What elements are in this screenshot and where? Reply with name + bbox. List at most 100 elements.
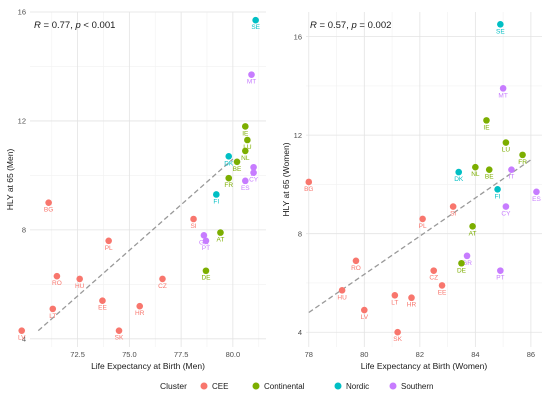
- point-label-si: SI: [190, 223, 196, 230]
- legend-label-cee: CEE: [212, 382, 228, 391]
- x-tick-label: 86: [527, 350, 535, 359]
- point-label-se: SE: [251, 24, 260, 31]
- point-label-be: BE: [485, 174, 494, 181]
- data-point-lu: [502, 139, 510, 146]
- data-point-dk: [225, 153, 233, 160]
- point-label-pl: PL: [105, 245, 113, 252]
- y-axis-title: HLY at 65 (Women): [281, 142, 291, 216]
- data-point-si: [190, 215, 197, 223]
- point-label-sk: SK: [115, 335, 124, 342]
- data-point-se: [252, 16, 259, 24]
- y-tick-label: 8: [22, 226, 26, 235]
- x-tick-label: 78: [305, 350, 313, 359]
- point-label-fr: FR: [518, 159, 527, 166]
- point-label-dk: DK: [224, 160, 234, 167]
- point-label-nl: NL: [471, 171, 480, 178]
- y-tick-label: 12: [294, 131, 302, 140]
- trend-line: [308, 159, 532, 314]
- y-tick-label: 16: [18, 8, 26, 17]
- x-tick-label: 72.5: [70, 350, 85, 359]
- data-point-mt: [499, 85, 507, 92]
- y-tick-label: 8: [298, 229, 302, 238]
- data-point-ee: [99, 297, 106, 304]
- point-label-at: AT: [469, 230, 477, 237]
- data-point-lu: [244, 136, 251, 144]
- point-label-cy: CY: [501, 211, 511, 218]
- y-tick-label: 4: [22, 335, 26, 344]
- point-label-lu: LU: [502, 147, 511, 154]
- point-label-mt: MT: [498, 92, 507, 99]
- x-tick-label: 80.0: [226, 350, 241, 359]
- point-label-lu: LU: [243, 144, 252, 151]
- data-point-lv: [361, 306, 368, 314]
- point-label-ro: RO: [52, 280, 62, 287]
- point-label-lt: LT: [391, 299, 398, 306]
- data-point-cy: [250, 169, 257, 176]
- point-label-ee: EE: [438, 289, 447, 296]
- data-point-ie: [241, 123, 249, 130]
- point-label-fi: FI: [495, 193, 501, 200]
- data-point-it: [508, 166, 515, 173]
- point-label-at: AT: [217, 237, 225, 244]
- point-label-hr: HR: [135, 310, 145, 317]
- data-point-lt: [49, 305, 57, 313]
- legend-title: Cluster: [160, 381, 187, 391]
- point-label-se: SE: [496, 28, 505, 35]
- y-tick-label: 16: [294, 32, 302, 41]
- legend-swatch-nordic: [334, 382, 342, 390]
- data-point-mt: [248, 71, 255, 78]
- point-label-fr: FR: [224, 182, 233, 189]
- data-point-cz: [159, 275, 166, 283]
- data-point-pt: [202, 237, 210, 245]
- x-tick-label: 80: [360, 350, 368, 359]
- point-label-bg: BG: [44, 207, 53, 214]
- point-label-si: SI: [450, 211, 456, 218]
- y-tick-label: 12: [18, 117, 26, 126]
- point-label-nl: NL: [241, 155, 250, 162]
- data-point-nl: [472, 163, 479, 171]
- x-tick-label: 77.5: [174, 350, 189, 359]
- point-label-hu: HU: [337, 294, 347, 301]
- point-label-dk: DK: [454, 176, 464, 183]
- trend-line: [37, 158, 234, 332]
- panel-men: 72.5 75.0 77.5 80.0 4 8 12 16 Life Expectancy at…: [5, 8, 266, 371]
- data-point-sk: [115, 327, 123, 334]
- data-point-bg: [45, 199, 52, 206]
- point-label-ie: IE: [483, 124, 490, 131]
- data-point-pt: [497, 267, 504, 274]
- point-label-hu: HU: [75, 283, 85, 290]
- legend-label-nordic: Nordic: [346, 382, 369, 391]
- point-label-bg: BG: [304, 186, 313, 193]
- point-label-cy: CY: [249, 177, 259, 184]
- legend-swatch-continental: [252, 382, 260, 390]
- data-point-be: [485, 166, 493, 173]
- point-label-ie: IE: [242, 130, 249, 137]
- point-label-hr: HR: [407, 302, 417, 309]
- point-label-lv: LV: [18, 335, 26, 342]
- x-axis-title: Life Expectancy at Birth (Women): [361, 361, 488, 371]
- data-point-es: [533, 188, 540, 196]
- data-point-fi: [213, 191, 220, 198]
- data-point-fi: [494, 186, 501, 193]
- point-label-de: DE: [457, 267, 467, 274]
- data-point-es: [241, 177, 249, 185]
- data-point-ee: [438, 282, 446, 289]
- data-point-gr: [200, 232, 208, 239]
- data-point-it: [250, 163, 257, 171]
- x-tick-label: 82: [416, 350, 424, 359]
- data-point-ro: [53, 272, 61, 280]
- data-point-dk: [455, 168, 463, 176]
- y-axis-title: HLY at 65 (Men): [5, 149, 15, 211]
- point-label-es: ES: [532, 196, 541, 203]
- point-label-gr: GR: [462, 260, 472, 267]
- point-label-ro: RO: [351, 265, 361, 272]
- point-label-de: DE: [201, 275, 211, 282]
- point-label-cz: CZ: [429, 275, 438, 282]
- panel-women: 78 80 82 84 86 4 8 12 16 Life Expectancy at Birth…: [281, 12, 542, 371]
- data-point-pl: [105, 237, 112, 245]
- point-label-lt: LT: [49, 313, 56, 320]
- data-point-sk: [394, 328, 401, 336]
- legend-swatch-southern: [389, 382, 397, 390]
- data-point-hr: [136, 302, 144, 310]
- point-label-lv: LV: [361, 314, 369, 321]
